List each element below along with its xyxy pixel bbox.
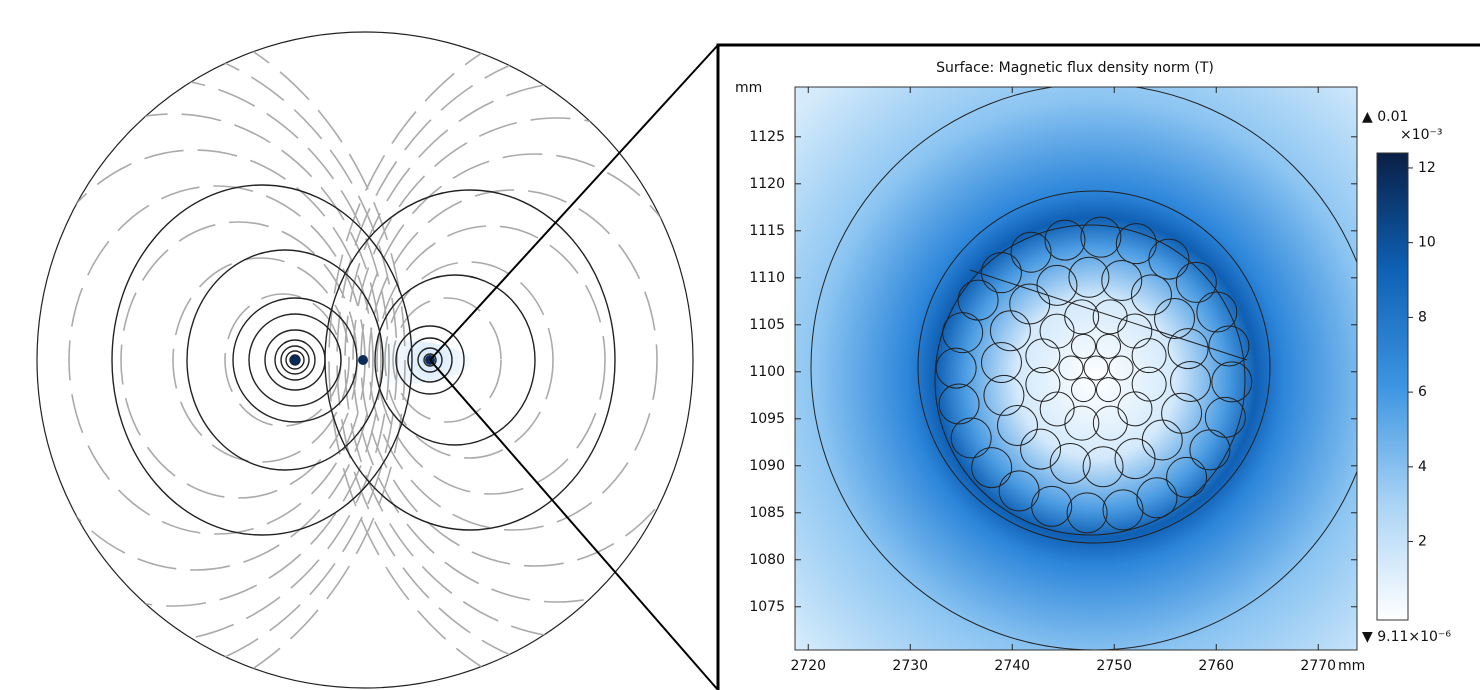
y-tick-label: 1085 [749,505,785,521]
x-tick-label: 2770 [1300,658,1336,674]
plot-title: Surface: Magnetic flux density norm (T) [936,60,1214,76]
x-tick-label: 2750 [1096,658,1132,674]
colorbar-max: ▲ 0.01 [1362,109,1408,125]
x-tick-label: 2760 [1198,658,1234,674]
colorbar-tick-label: 12 [1418,160,1436,176]
y-tick-label: 1100 [749,364,785,380]
colorbar-tick-label: 8 [1418,309,1427,325]
colorbar-tick-label: 6 [1418,384,1427,400]
y-tick-label: 1125 [749,129,785,145]
y-tick-label: 1090 [749,458,785,474]
conductor [358,355,368,365]
y-unit: mm [735,80,762,96]
colorbar-tick-label: 10 [1418,235,1436,251]
y-tick-label: 1075 [749,599,785,615]
colorbar-multiplier: ×10⁻³ [1400,127,1443,143]
colorbar-min: ▼ 9.11×10⁻⁶ [1362,629,1451,645]
figure: Surface: Magnetic flux density norm (T) … [0,0,1480,690]
y-tick-label: 1120 [749,176,785,192]
x-tick-label: 2720 [790,658,826,674]
conductor [290,355,300,365]
x-tick-label: 2740 [994,658,1030,674]
y-tick-label: 1110 [749,270,785,286]
colorbar-tick-label: 4 [1418,459,1427,475]
surface [795,87,1357,650]
y-tick-label: 1115 [749,223,785,239]
y-tick-label: 1080 [749,552,785,568]
y-tick-label: 1105 [749,317,785,333]
surface-plot [795,84,1377,650]
colorbar [1377,153,1408,620]
x-tick-label: 2730 [892,658,928,674]
x-unit: mm [1338,658,1365,674]
colorbar-tick-label: 2 [1418,534,1427,550]
y-tick-label: 1095 [749,411,785,427]
